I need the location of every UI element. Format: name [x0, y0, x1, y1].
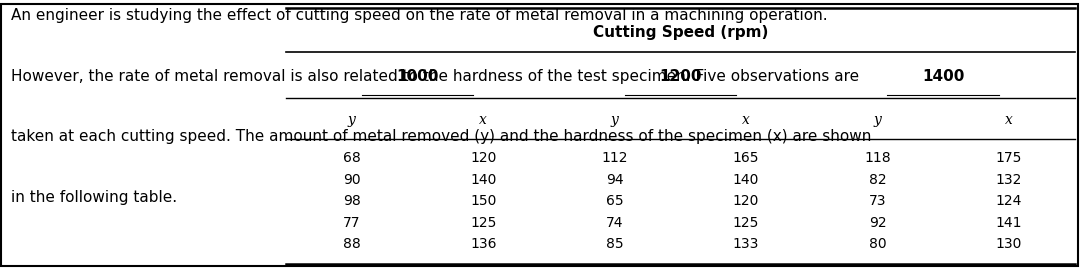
Text: 141: 141 — [996, 216, 1022, 230]
Text: 65: 65 — [606, 194, 623, 208]
Text: 118: 118 — [864, 151, 891, 165]
Text: 150: 150 — [470, 194, 497, 208]
Text: x: x — [742, 113, 750, 127]
Text: y: y — [348, 113, 355, 127]
Text: 73: 73 — [868, 194, 887, 208]
Text: taken at each cutting speed. The amount of metal removed (y) and the hardness of: taken at each cutting speed. The amount … — [11, 129, 872, 144]
Text: However, the rate of metal removal is also related to the hardness of the test s: However, the rate of metal removal is al… — [11, 69, 859, 84]
Text: y: y — [874, 113, 881, 127]
Text: 140: 140 — [733, 173, 759, 187]
Text: x: x — [1005, 113, 1013, 127]
Text: in the following table.: in the following table. — [11, 190, 177, 205]
Text: 80: 80 — [868, 237, 887, 251]
Text: 133: 133 — [733, 237, 759, 251]
Text: 85: 85 — [606, 237, 623, 251]
Text: 175: 175 — [996, 151, 1022, 165]
Text: x: x — [480, 113, 487, 127]
Text: 112: 112 — [602, 151, 627, 165]
Text: An engineer is studying the effect of cutting speed on the rate of metal removal: An engineer is studying the effect of cu… — [11, 8, 827, 23]
Text: 77: 77 — [343, 216, 361, 230]
Text: 125: 125 — [733, 216, 759, 230]
Text: 82: 82 — [868, 173, 887, 187]
Text: 124: 124 — [996, 194, 1022, 208]
Text: 90: 90 — [343, 173, 361, 187]
Text: 132: 132 — [996, 173, 1022, 187]
Text: 125: 125 — [470, 216, 497, 230]
Text: 92: 92 — [868, 216, 887, 230]
Text: 136: 136 — [470, 237, 497, 251]
Text: 140: 140 — [470, 173, 497, 187]
Text: 1200: 1200 — [659, 69, 702, 84]
Text: 68: 68 — [343, 151, 361, 165]
Text: Cutting Speed (rpm): Cutting Speed (rpm) — [593, 25, 768, 40]
Text: 88: 88 — [343, 237, 361, 251]
Text: 98: 98 — [343, 194, 361, 208]
Text: 1000: 1000 — [396, 69, 438, 84]
Text: 1400: 1400 — [922, 69, 964, 84]
Text: y: y — [611, 113, 619, 127]
Text: 94: 94 — [606, 173, 623, 187]
Text: 165: 165 — [733, 151, 759, 165]
Text: 74: 74 — [606, 216, 623, 230]
Text: 130: 130 — [996, 237, 1022, 251]
Text: 120: 120 — [733, 194, 759, 208]
Text: 120: 120 — [470, 151, 497, 165]
